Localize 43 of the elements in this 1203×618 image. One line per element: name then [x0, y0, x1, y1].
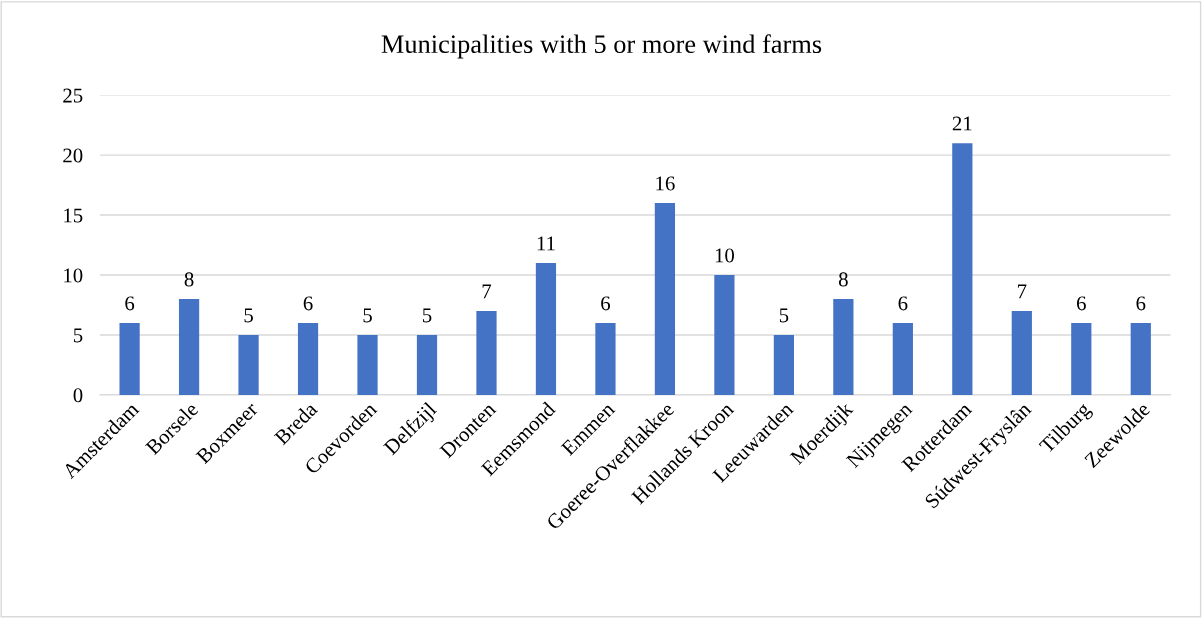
data-label: 5 [244, 308, 253, 323]
data-label: 5 [423, 308, 432, 323]
bar [1011, 310, 1032, 395]
bar [119, 322, 140, 395]
bar [416, 334, 438, 395]
bar [952, 143, 973, 395]
bar [297, 322, 319, 395]
bar [238, 334, 259, 395]
bar [833, 298, 854, 395]
data-label: 5 [363, 308, 372, 323]
bar [892, 322, 913, 395]
y-tick-label: 0 [73, 388, 83, 403]
data-label: 16 [656, 176, 675, 191]
y-tick-label: 25 [63, 88, 83, 103]
y-tick-label: 10 [64, 268, 83, 283]
data-label: 7 [1017, 284, 1027, 299]
bar [773, 334, 794, 395]
chart-title: Municipalities with 5 or more wind farms [381, 34, 822, 59]
data-label: 21 [952, 116, 972, 131]
data-label: 11 [537, 236, 555, 251]
bar [178, 298, 200, 395]
y-tick-label: 20 [63, 148, 83, 163]
data-label: 6 [125, 296, 135, 311]
y-tick-label: 15 [64, 208, 83, 223]
data-label: 6 [1076, 296, 1086, 311]
bar [1130, 322, 1151, 395]
data-label: 6 [601, 296, 611, 311]
data-label: 10 [715, 248, 735, 263]
data-label: 6 [898, 296, 908, 311]
bar [535, 263, 557, 395]
data-label: 8 [184, 272, 194, 287]
bar [654, 203, 676, 395]
bar [1071, 322, 1092, 395]
data-label: 7 [482, 284, 492, 299]
bar [714, 275, 735, 395]
y-tick-label: 5 [73, 328, 83, 343]
bar [595, 322, 616, 395]
data-label: 8 [838, 272, 848, 287]
data-label: 6 [303, 296, 313, 311]
bar [357, 334, 378, 395]
data-label: 6 [1136, 296, 1146, 311]
bar [476, 310, 497, 395]
data-label: 5 [779, 308, 789, 323]
